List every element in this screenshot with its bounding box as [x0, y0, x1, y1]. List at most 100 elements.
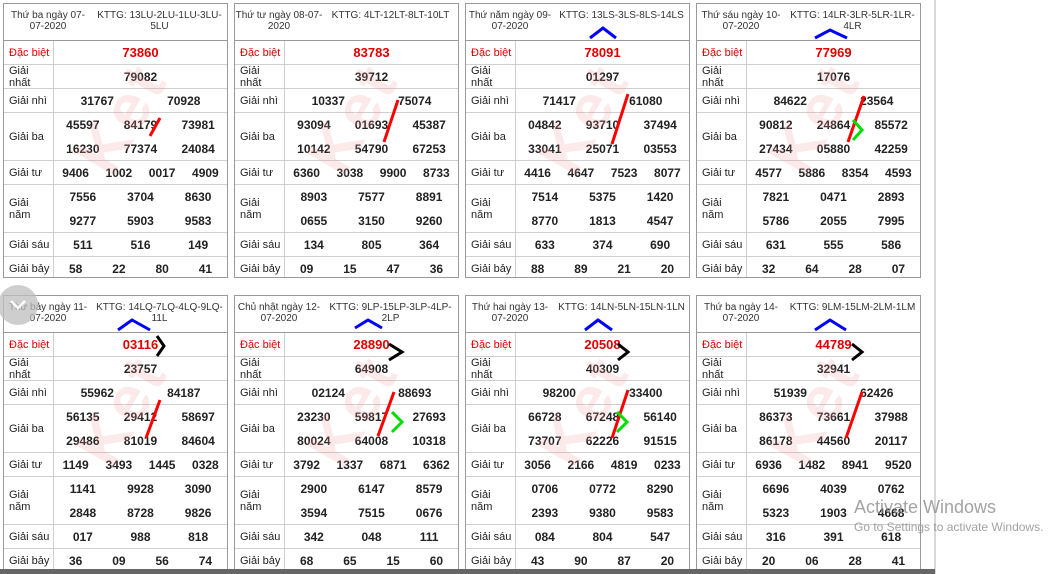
prize-label: Giải ba	[697, 405, 747, 452]
prize-number: 42259	[874, 141, 908, 156]
prize-numbers: 02124 88693	[285, 381, 458, 404]
prize-number: 5903	[127, 213, 154, 228]
prize-number: 9900	[379, 165, 407, 180]
prize-label: Giải năm	[235, 185, 285, 232]
prize-label: Giải nhì	[466, 381, 516, 404]
prize-number: 516	[130, 237, 151, 252]
prize-number: 0762	[877, 481, 905, 496]
card-header: Thứ bảy ngày 11-07-2020 KTTG: 14LQ-7LQ-4L…	[4, 296, 227, 333]
prize-row-g6: Giải sáu 134 805 364	[235, 233, 458, 257]
draw-date: Thứ sáu ngày 10-07-2020	[701, 10, 781, 32]
prize-number: 2893	[877, 189, 905, 204]
prize-number: 45597	[66, 117, 100, 132]
prize-row-g1: Giải nhất 17076	[697, 65, 920, 89]
prize-label: Giải năm	[697, 477, 747, 524]
draw-date: Chủ nhật ngày 12-07-2020	[237, 302, 321, 324]
prize-number: 1445	[148, 457, 176, 472]
prize-label: Giải ba	[235, 113, 285, 160]
prize-row-g1: Giải nhất 23757	[4, 357, 227, 381]
prize-number: 93094	[297, 117, 331, 132]
prize-label: Giải năm	[466, 477, 516, 524]
prize-number: 62426	[860, 385, 894, 400]
prize-number: 61080	[629, 93, 663, 108]
prize-number: 8354	[841, 165, 869, 180]
prize-numbers: 66728 67248 56140 73707 62226 91515	[516, 405, 689, 452]
prize-label: Giải sáu	[697, 233, 747, 256]
prize-number: 54790	[354, 141, 389, 156]
prize-row-db: Đặc biệt 78091	[466, 41, 689, 65]
draw-date: Thứ ba ngày 07-07-2020	[11, 10, 85, 32]
prize-row-db: Đặc biệt 77969	[697, 41, 920, 65]
prize-number: 2900	[300, 481, 328, 496]
prize-number: 43	[530, 554, 545, 568]
prize-number: 03553	[643, 141, 677, 156]
prize-number: 7821	[762, 189, 790, 204]
bottom-border	[0, 569, 935, 574]
prize-label: Đặc biệt	[4, 41, 54, 64]
prize-number: 85572	[874, 117, 908, 132]
prize-number: 02124	[311, 385, 345, 400]
prize-number: 4819	[610, 457, 638, 472]
draw-date: Thứ tư ngày 08-07-2020	[235, 10, 323, 32]
prize-row-g5: Giải năm 7821 0471 2893 5786 2055 7995	[697, 185, 920, 233]
prize-row-g4: Giải tư 9406 1002 0017 4909	[4, 161, 227, 185]
prize-number: 81019	[123, 433, 158, 448]
prize-number: 0772	[589, 481, 616, 496]
prize-number: 818	[188, 529, 209, 544]
prize-number: 90	[574, 554, 588, 568]
prize-number: 9277	[69, 213, 97, 228]
prize-row-g6: Giải sáu 631 555 586	[697, 233, 920, 257]
prize-number: 7514	[531, 189, 559, 204]
prize-row-g4: Giải tư 4416 4647 7523 8077	[466, 161, 689, 185]
prize-numbers: 511 516 149	[54, 233, 227, 256]
draw-date: Thứ năm ngày 09-07-2020	[468, 10, 552, 32]
prize-numbers: 6696 4039 0762 5323 1903 4668	[747, 477, 920, 524]
prize-number: 04842	[528, 117, 562, 132]
prize-row-g2: Giải nhì 31767 70928	[4, 89, 227, 113]
prize-number: 56135	[66, 409, 100, 424]
prize-numbers: 45597 84179 73981 16230 77374 24084	[54, 113, 227, 160]
prize-row-g3: Giải ba 93094 01693 45387 10142 54790 67253	[235, 113, 458, 161]
prize-table: Ket Đặc biệt 20508 Giải nhất 40309 Giải nhì 98…	[466, 333, 689, 569]
prize-numbers: 93094 01693 45387 10142 54790 67253	[285, 113, 458, 160]
prize-number: 44789	[815, 337, 852, 352]
prize-row-g3: Giải ba 23230 59817 27693 80024 64008 10318	[235, 405, 458, 453]
prize-row-db: Đặc biệt 73860	[4, 41, 227, 65]
prize-number: 23757	[123, 361, 158, 376]
prize-label: Giải nhất	[4, 357, 54, 381]
prize-row-g6: Giải sáu 084 804 547	[466, 525, 689, 549]
prize-number: 3150	[358, 213, 385, 228]
prize-number: 86373	[759, 409, 793, 424]
prize-row-g3: Giải ba 56135 29412 58697 29486 81019 84604	[4, 405, 227, 453]
prize-label: Giải sáu	[4, 525, 54, 548]
prize-number: 39712	[354, 69, 389, 84]
result-card: Thứ ba ngày 07-07-2020 KTTG: 13LU-2LU-1LU…	[3, 3, 228, 278]
prize-number: 89	[574, 262, 588, 276]
prize-number: 58697	[181, 409, 215, 424]
prize-numbers: 03116	[54, 333, 227, 356]
prize-numbers: 8903 7577 8891 0655 3150 9260	[285, 185, 458, 232]
prize-numbers: 39712	[285, 65, 458, 88]
prize-number: 4909	[192, 165, 219, 180]
prize-number: 20	[660, 554, 675, 568]
scrollbar[interactable]	[934, 0, 936, 574]
prize-number: 6362	[423, 457, 450, 472]
prize-numbers: 3792 1337 6871 6362	[285, 453, 458, 476]
prize-numbers: 01297	[516, 65, 689, 88]
prize-number: 631	[765, 237, 786, 252]
prize-number: 364	[419, 237, 440, 252]
prize-label: Giải ba	[4, 405, 54, 452]
prize-number: 2055	[820, 213, 847, 228]
prize-number: 40309	[585, 361, 620, 376]
prize-number: 62226	[585, 433, 620, 448]
prize-row-g3: Giải ba 90812 24864 85572 27434 05880 42259	[697, 113, 920, 161]
prize-number: 8630	[184, 189, 212, 204]
prize-number: 10318	[412, 433, 446, 448]
collapse-toggle-button[interactable]	[0, 285, 38, 325]
prize-number: 6360	[293, 165, 320, 180]
prize-row-g1: Giải nhất 79082	[4, 65, 227, 89]
prize-numbers: 43 90 87 20	[516, 549, 689, 569]
prize-numbers: 084 804 547	[516, 525, 689, 548]
prize-label: Đặc biệt	[4, 333, 54, 356]
prize-numbers: 78091	[516, 41, 689, 64]
